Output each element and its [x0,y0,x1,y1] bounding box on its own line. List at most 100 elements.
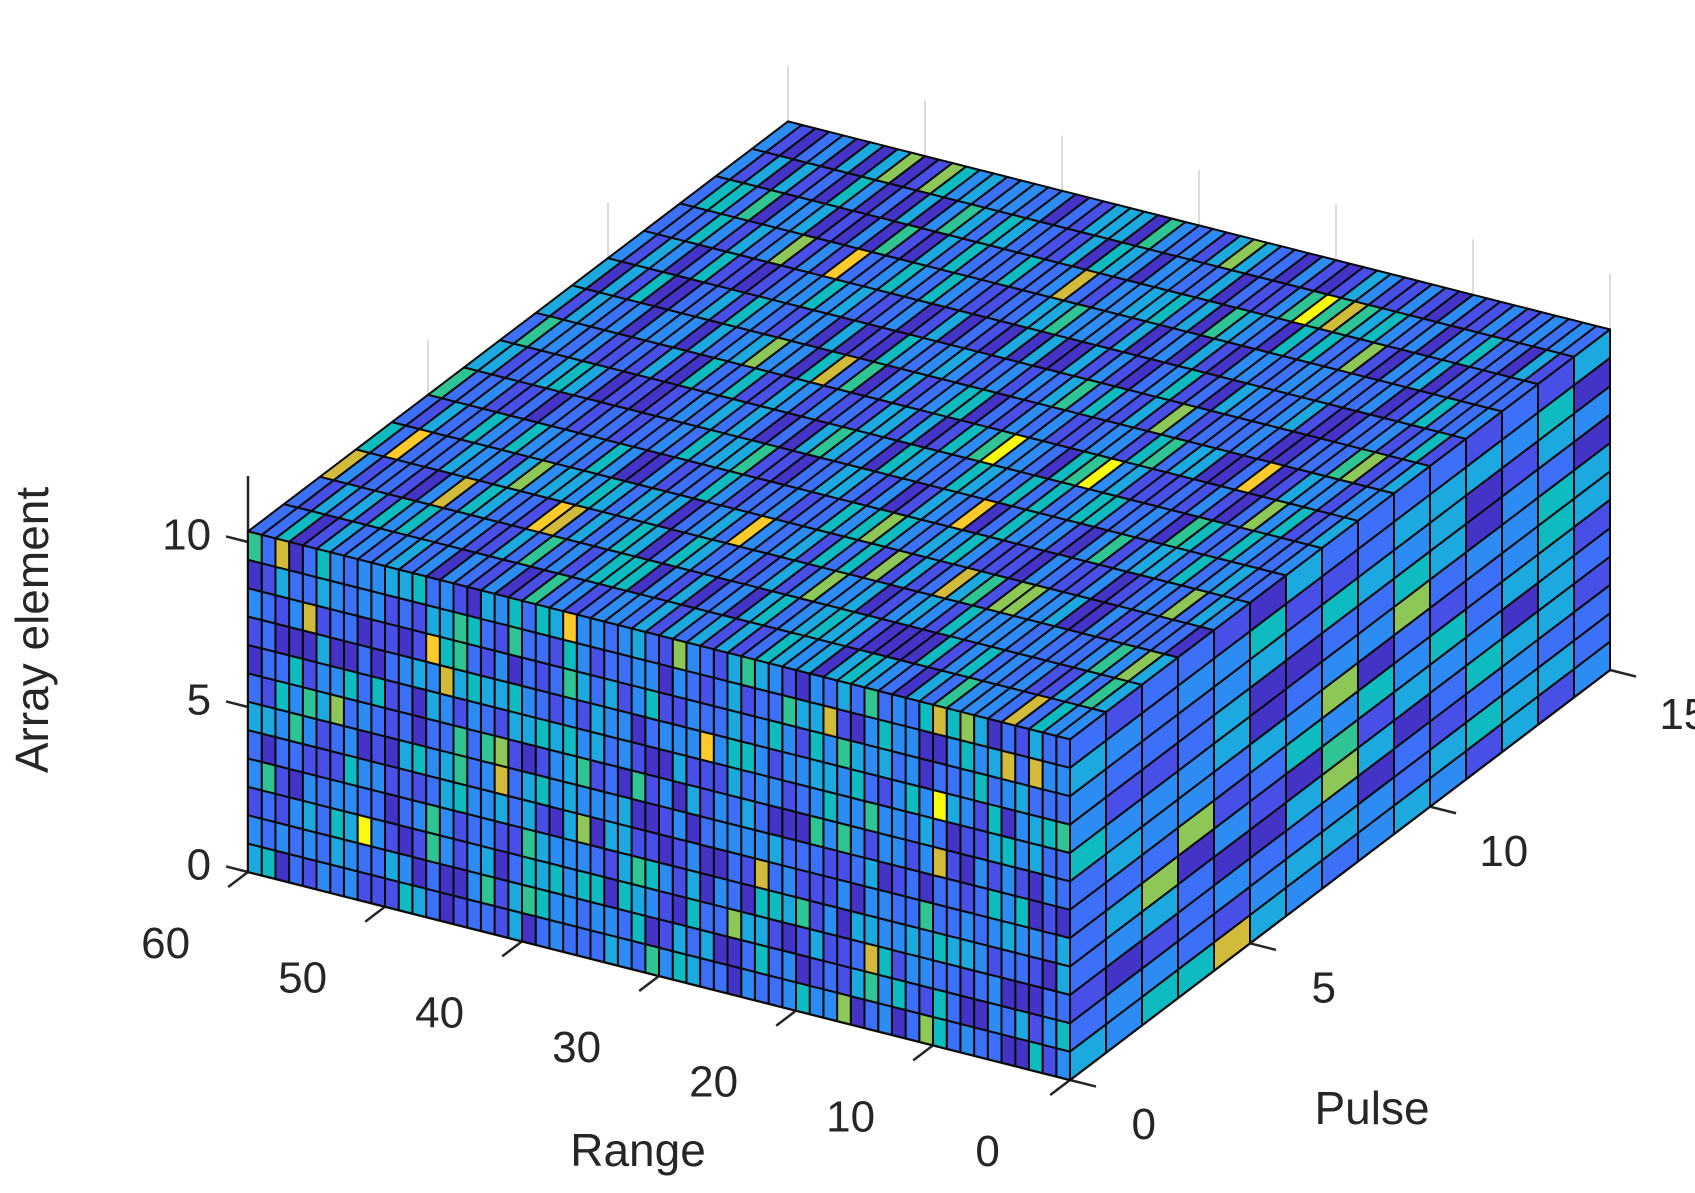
cell-front [973,912,989,947]
cell-front [575,727,592,761]
cell-front [712,875,729,910]
cell-front [918,700,934,735]
cell-front [753,857,770,892]
cell-front [438,749,455,784]
cell-side [1573,328,1611,387]
cell-front [603,847,619,882]
cell-front [356,756,373,791]
cell-front [726,822,743,856]
cell-front [616,907,633,942]
cell-front [630,684,647,719]
cell-front [945,735,962,770]
range-tick-60 [227,871,249,889]
cell-front [370,731,386,766]
cell-front [904,952,921,987]
cell-front [795,981,811,1016]
cell-front [288,853,304,887]
cell-front [370,817,386,851]
cell-front [918,728,934,763]
cell-front [479,788,496,822]
elem-tick-0 [225,865,249,874]
tick-labels: 0 10 20 30 40 50 60 0 5 10 15 0 5 10 [141,511,1695,1176]
cell-front [836,878,852,912]
cell-front [1000,834,1017,869]
cell-front [260,846,277,880]
cell-front [973,1026,989,1061]
cell-front [1055,933,1071,968]
cell-front [452,837,469,872]
cell-front [329,693,345,727]
cell-front [945,707,962,742]
cell-front [384,565,400,599]
cell-front [411,657,428,691]
cell-front [301,657,318,692]
cell-front [1014,1008,1030,1043]
cell-front [945,934,962,969]
cell-front [685,811,702,846]
cell-front [644,687,660,722]
cell-front [904,867,921,901]
cell-front [918,927,934,962]
cell-front [397,682,414,716]
cell-front [890,892,907,926]
cell-front [795,669,811,703]
cell-front [808,729,825,764]
cell-front [589,929,606,964]
cell-front [658,691,674,725]
cell-front [589,759,606,793]
cell-front [767,946,784,980]
cell-front [466,841,482,876]
cell-front [904,923,921,958]
cell-front [685,641,702,676]
cell-front [425,830,441,865]
cell-front [575,925,592,960]
cube-top-face [247,120,1611,741]
cell-front [822,732,839,767]
cell-front [356,870,373,905]
cell-front [986,746,1003,780]
cell-front [630,882,647,917]
cell-front [562,780,578,815]
cell-front [397,568,414,603]
cell-front [521,684,537,719]
cell-front [1041,731,1058,766]
cell-front [342,866,359,901]
range-tick-label-60: 60 [141,919,190,968]
cell-front [548,691,565,726]
cell-front [466,812,482,847]
cell-front [1027,1011,1044,1046]
cell-front [959,739,976,773]
cell-front [658,662,674,697]
cell-front [890,920,907,955]
cell-front [1027,756,1044,791]
cell-front [288,597,304,632]
cell-front [616,680,633,715]
cell-front [342,639,359,674]
cell-front [1027,898,1044,933]
cell-front [507,766,523,801]
cell-front [767,718,784,753]
cell-front [260,704,277,738]
cell-front [1055,1018,1071,1053]
cell-front [301,572,318,607]
cell-front [260,619,277,653]
elem-tick-10 [225,535,249,544]
cube-front-face [247,530,1071,1081]
cell-front [863,743,880,777]
cell-front [795,811,811,845]
cell-front [1027,784,1044,819]
cell-front [342,696,359,731]
cell-front [877,888,893,923]
cell-front [863,800,880,834]
cell-front [699,871,715,906]
cell-front [658,861,674,896]
cell-front [589,702,606,737]
cell-front [849,938,866,973]
cell-front [685,840,702,874]
cell-front [658,719,674,754]
cell-front [425,632,441,667]
cell-front [274,736,291,770]
cell-front [849,881,866,916]
cell-front [863,714,880,749]
cell-front [356,842,373,876]
